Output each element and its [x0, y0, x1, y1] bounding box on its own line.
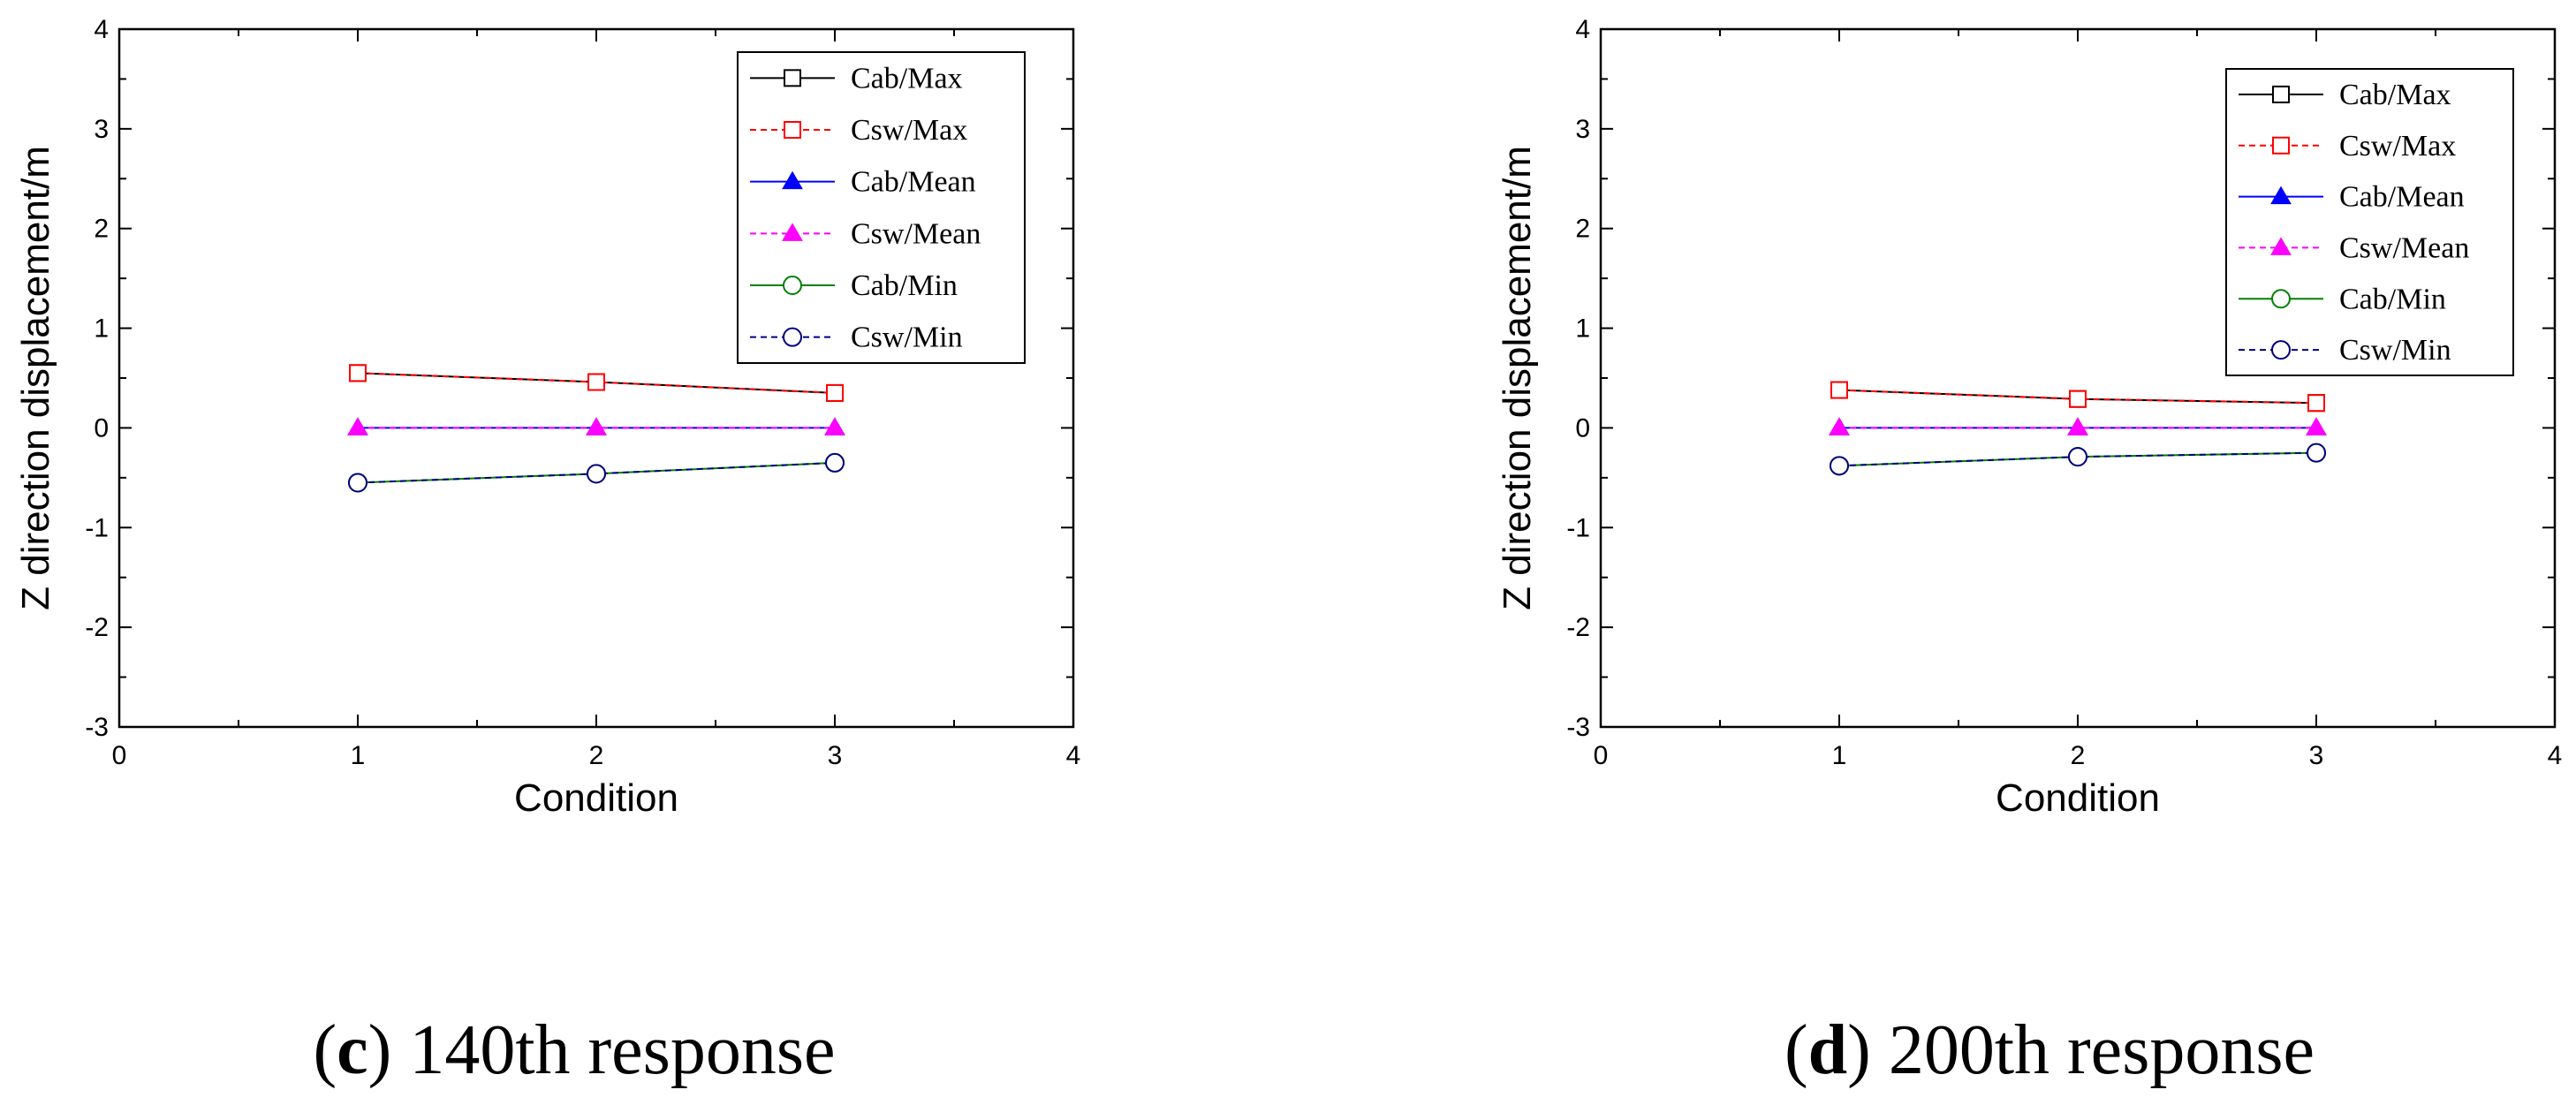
x-axis-label: Condition [1996, 776, 2160, 820]
caption-text: 140th response [391, 1011, 835, 1089]
y-axis-label: Z direction displacement/m [14, 146, 57, 610]
series-csw-mean [1829, 417, 2327, 435]
chart-panel-c: 0 1 2 3 4 -3 -2 -1 0 1 2 3 4 Condition Z direction dis… [14, 15, 1080, 1089]
legend-marker [2271, 340, 2291, 360]
data-point [1829, 417, 1850, 435]
y-tick-label: 2 [94, 215, 109, 244]
legend-marker [782, 170, 803, 190]
chart-panel-d: 0 1 2 3 4 -3 -2 -1 0 1 2 3 4 Condition Z direction dis… [1496, 15, 2562, 1089]
caption-text: 200th response [1871, 1011, 2315, 1089]
caption-open: ( [1784, 1011, 1808, 1089]
legend: Cab/Max Csw/Max Cab/Mean Csw/Mean Cab/Min Csw… [2225, 68, 2514, 376]
series-csw-max [1830, 381, 2325, 412]
series-csw-mean [347, 417, 845, 435]
y-tick-label: -1 [1566, 513, 1590, 542]
legend: Cab/Max Csw/Max Cab/Mean Csw/Mean Cab/Min Csw… [737, 51, 1026, 364]
x-axis-label: Condition [514, 776, 678, 820]
data-point [1830, 456, 1849, 476]
data-point [1830, 381, 1848, 399]
legend-label: Cab/Min [2339, 283, 2446, 315]
data-point [348, 473, 367, 493]
caption: (d) 200th response [1784, 1011, 2315, 1089]
y-axis-label: Z direction displacement/m [1496, 146, 1539, 610]
x-tick-label: 2 [2071, 741, 2086, 770]
y-tick-label: -3 [85, 713, 109, 742]
legend-label: Cab/Max [851, 62, 963, 95]
data-point [586, 417, 607, 435]
series-csw-min [348, 452, 845, 493]
legend-marker [2270, 237, 2292, 255]
legend-marker [783, 327, 802, 347]
x-tick-label: 3 [828, 741, 843, 770]
y-tick-label: 3 [1575, 115, 1590, 144]
legend-box [737, 51, 1026, 364]
x-tick-label: 0 [112, 741, 127, 770]
legend-label: Csw/Mean [851, 217, 981, 250]
series-csw-min [1830, 443, 2326, 476]
x-tick-label: 3 [2309, 741, 2324, 770]
legend-marker [784, 121, 801, 139]
legend-marker [2270, 185, 2292, 205]
data-point [2069, 390, 2087, 408]
data-point [824, 417, 845, 435]
y-tick-label: 4 [1575, 15, 1590, 44]
data-point [826, 383, 844, 402]
legend-label: Cab/Min [851, 269, 958, 302]
data-point [2068, 447, 2087, 467]
legend-label: Csw/Min [2339, 334, 2451, 367]
y-tick-label: -2 [85, 613, 109, 642]
caption-letter: c [337, 1011, 368, 1089]
legend-marker [2271, 289, 2291, 309]
caption: (c) 140th response [314, 1011, 836, 1089]
legend-marker [2272, 136, 2290, 155]
legend-box [2225, 68, 2514, 376]
data-point [587, 464, 606, 484]
x-tick-label: 4 [2548, 741, 2563, 770]
y-tick-label: -3 [1566, 713, 1590, 742]
legend-label: Csw/Max [2339, 130, 2456, 163]
y-tick-label: 2 [1575, 215, 1590, 244]
legend-label: Cab/Mean [851, 166, 976, 199]
caption-close: ) [368, 1011, 392, 1089]
y-tick-label: 0 [94, 413, 109, 443]
data-point [349, 364, 367, 382]
data-point [2307, 394, 2325, 412]
legend-label: Cab/Max [2339, 79, 2451, 111]
data-point [2067, 417, 2088, 435]
legend-marker [782, 223, 803, 241]
x-tick-label: 2 [589, 741, 604, 770]
legend-marker [2272, 85, 2290, 103]
x-tick-label: 1 [351, 741, 366, 770]
y-tick-label: 0 [1575, 413, 1590, 443]
y-tick-label: 1 [1575, 314, 1590, 344]
legend-label: Csw/Min [851, 322, 963, 354]
data-point [2306, 417, 2327, 435]
data-point [825, 452, 845, 473]
data-point [2307, 443, 2326, 463]
y-tick-label: -2 [1566, 613, 1590, 642]
x-tick-label: 4 [1066, 741, 1081, 770]
data-point [347, 417, 368, 435]
series-csw-max [349, 364, 844, 402]
y-tick-label: 1 [94, 314, 109, 344]
caption-close: ) [1847, 1011, 1871, 1089]
legend-marker [784, 69, 801, 87]
y-tick-label: -1 [85, 513, 109, 542]
legend-label: Csw/Max [851, 114, 967, 147]
caption-open: ( [314, 1011, 337, 1089]
y-tick-label: 3 [94, 115, 109, 144]
legend-label: Cab/Mean [2339, 181, 2465, 214]
caption-letter: d [1808, 1011, 1848, 1089]
legend-label: Csw/Mean [2339, 231, 2469, 264]
legend-marker [783, 276, 802, 295]
data-point [587, 373, 605, 391]
y-tick-label: 4 [94, 15, 109, 44]
x-tick-label: 0 [1594, 741, 1609, 770]
x-tick-label: 1 [1832, 741, 1847, 770]
